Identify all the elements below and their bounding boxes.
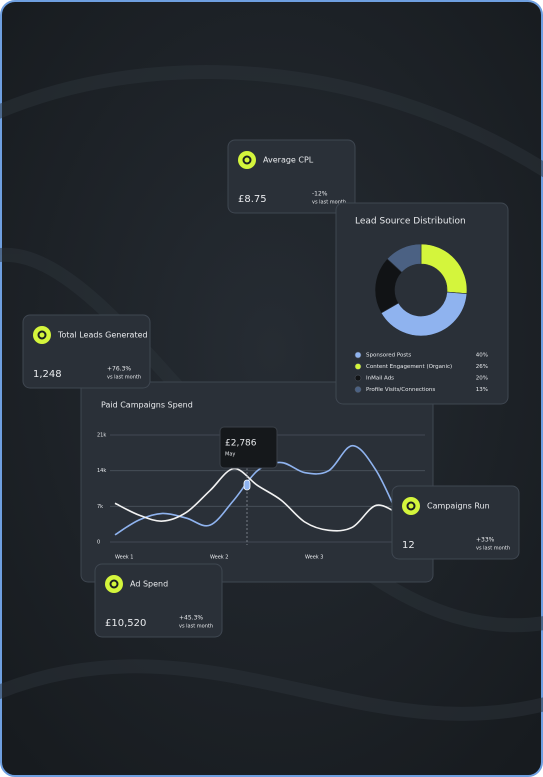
donut-slice [380, 291, 468, 337]
kpi-title: Average CPL [263, 156, 314, 165]
tooltip-marker [243, 479, 251, 491]
legend-value: 26% [476, 364, 488, 370]
kpi-icon [238, 151, 256, 169]
legend-value: 20% [476, 376, 488, 382]
y-tick-label: 21k [97, 433, 106, 439]
tooltip-label: May [225, 452, 235, 458]
legend-swatch [354, 386, 362, 393]
kpi-card: Campaigns Run 12 +33% vs last month [391, 485, 520, 560]
legend-label: InMail Ads [366, 376, 394, 382]
kpi-title: Campaigns Run [427, 502, 490, 511]
legend-label: Content Engagement (Organic) [366, 364, 452, 370]
y-tick-label: 0 [97, 540, 100, 546]
series-line [114, 467, 401, 532]
kpi-title: Ad Spend [130, 580, 168, 589]
x-tick-label: Week 1 [115, 555, 133, 561]
kpi-note: vs last month [312, 200, 346, 206]
legend-swatch [354, 374, 362, 382]
legend-label: Sponsored Posts [366, 353, 411, 359]
tooltip-box [219, 426, 278, 469]
legend-swatch [354, 363, 362, 370]
card-bg [80, 381, 434, 583]
card-bg [391, 485, 520, 560]
kpi-card: Total Leads Generated 1,248 +76.3% vs last … [22, 314, 151, 389]
kpi-change: +33% [476, 537, 495, 544]
x-tick-label: Week 3 [305, 555, 323, 561]
card-title: Lead Source Distribution [355, 217, 466, 227]
kpi-value: £10,520 [105, 618, 146, 629]
kpi-card: Ad Spend £10,520 +45.3% vs last month [94, 563, 223, 638]
lead-source-card: Lead Source Distribution Sponsored Posts 4… [335, 202, 509, 405]
x-tick-label: Week 2 [210, 555, 228, 561]
kpi-value: £8.75 [238, 194, 267, 205]
y-tick-label: 14k [97, 468, 106, 474]
kpi-icon [33, 326, 51, 344]
kpi-icon-glyph [37, 330, 47, 340]
kpi-change: +45.3% [179, 615, 203, 622]
donut-slice [386, 243, 422, 273]
kpi-change: +76.3% [107, 366, 131, 373]
kpi-value: 12 [402, 540, 415, 551]
legend-label: Profile Visits/Connections [366, 387, 435, 393]
kpi-change: -12% [312, 191, 328, 198]
kpi-icon-glyph [406, 501, 416, 511]
kpi-note: vs last month [476, 546, 510, 552]
kpi-icon-glyph [242, 155, 252, 165]
legend-swatch [354, 351, 362, 359]
spend-chart-card: Paid Campaigns Spend 0 7k 14k 21k Week 1 Week … [80, 381, 434, 583]
tooltip-value: £2,786 [225, 439, 257, 449]
kpi-icon [402, 497, 420, 515]
kpi-note: vs last month [107, 375, 141, 381]
kpi-icon [105, 575, 123, 593]
card-bg [94, 563, 223, 638]
series-line [114, 444, 401, 536]
legend-value: 13% [476, 387, 488, 393]
card-bg [227, 139, 356, 214]
y-tick-label: 7k [97, 504, 103, 510]
kpi-title: Total Leads Generated [57, 331, 148, 340]
chart-title: Paid Campaigns Spend [101, 401, 193, 410]
kpi-note: vs last month [179, 624, 213, 630]
kpi-value: 1,248 [33, 369, 62, 380]
card-bg [22, 314, 151, 389]
legend-value: 40% [476, 353, 488, 359]
kpi-card: Average CPL £8.75 -12% vs last month [227, 139, 356, 214]
card-bg [335, 202, 509, 405]
kpi-icon-glyph [109, 579, 119, 589]
